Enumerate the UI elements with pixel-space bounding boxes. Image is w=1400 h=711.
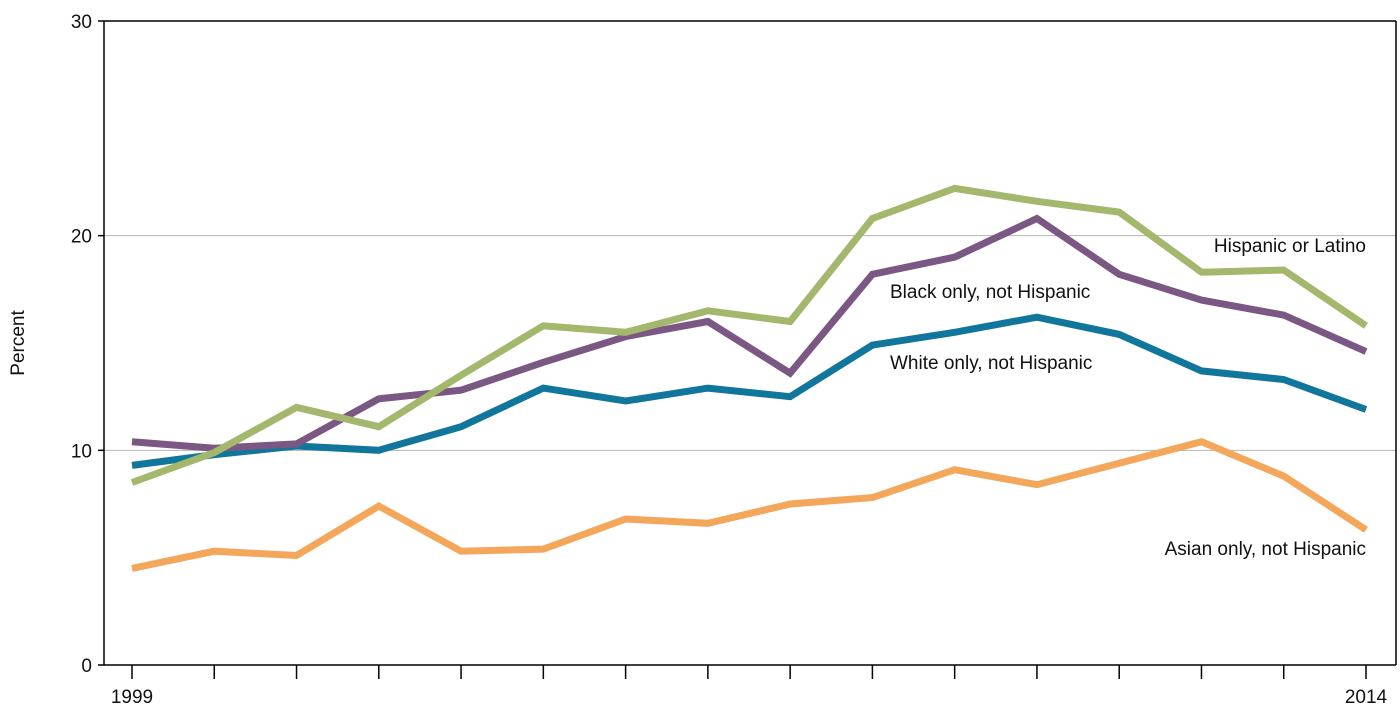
y-tick-label: 10 xyxy=(71,441,92,462)
y-axis-ticks: 0 10 20 30 xyxy=(71,12,104,677)
series-label-2: White only, not Hispanic xyxy=(890,353,1092,374)
axes xyxy=(103,20,1397,666)
series-label-1: Black only, not Hispanic xyxy=(890,282,1090,303)
series-label-3: Asian only, not Hispanic xyxy=(1165,539,1366,560)
y-axis-title: Percent xyxy=(8,310,29,376)
x-tick-label: 2014 xyxy=(1345,687,1388,708)
series-line-0 xyxy=(130,184,1368,486)
x-tick-label: 1999 xyxy=(111,687,153,708)
y-tick-label: 30 xyxy=(71,12,92,33)
series-lines xyxy=(130,184,1368,572)
series-line-1 xyxy=(131,214,1368,452)
series-line-2 xyxy=(131,313,1368,469)
y-tick-label: 20 xyxy=(71,227,92,248)
series-line-3 xyxy=(131,438,1368,572)
x-axis-ticks: 1999 2014 xyxy=(111,665,1388,708)
gridlines xyxy=(104,235,1396,451)
series-label-0: Hispanic or Latino xyxy=(1214,236,1366,257)
y-tick-label: 0 xyxy=(81,656,92,677)
series-labels: Hispanic or Latino Black only, not Hispan… xyxy=(890,236,1366,560)
